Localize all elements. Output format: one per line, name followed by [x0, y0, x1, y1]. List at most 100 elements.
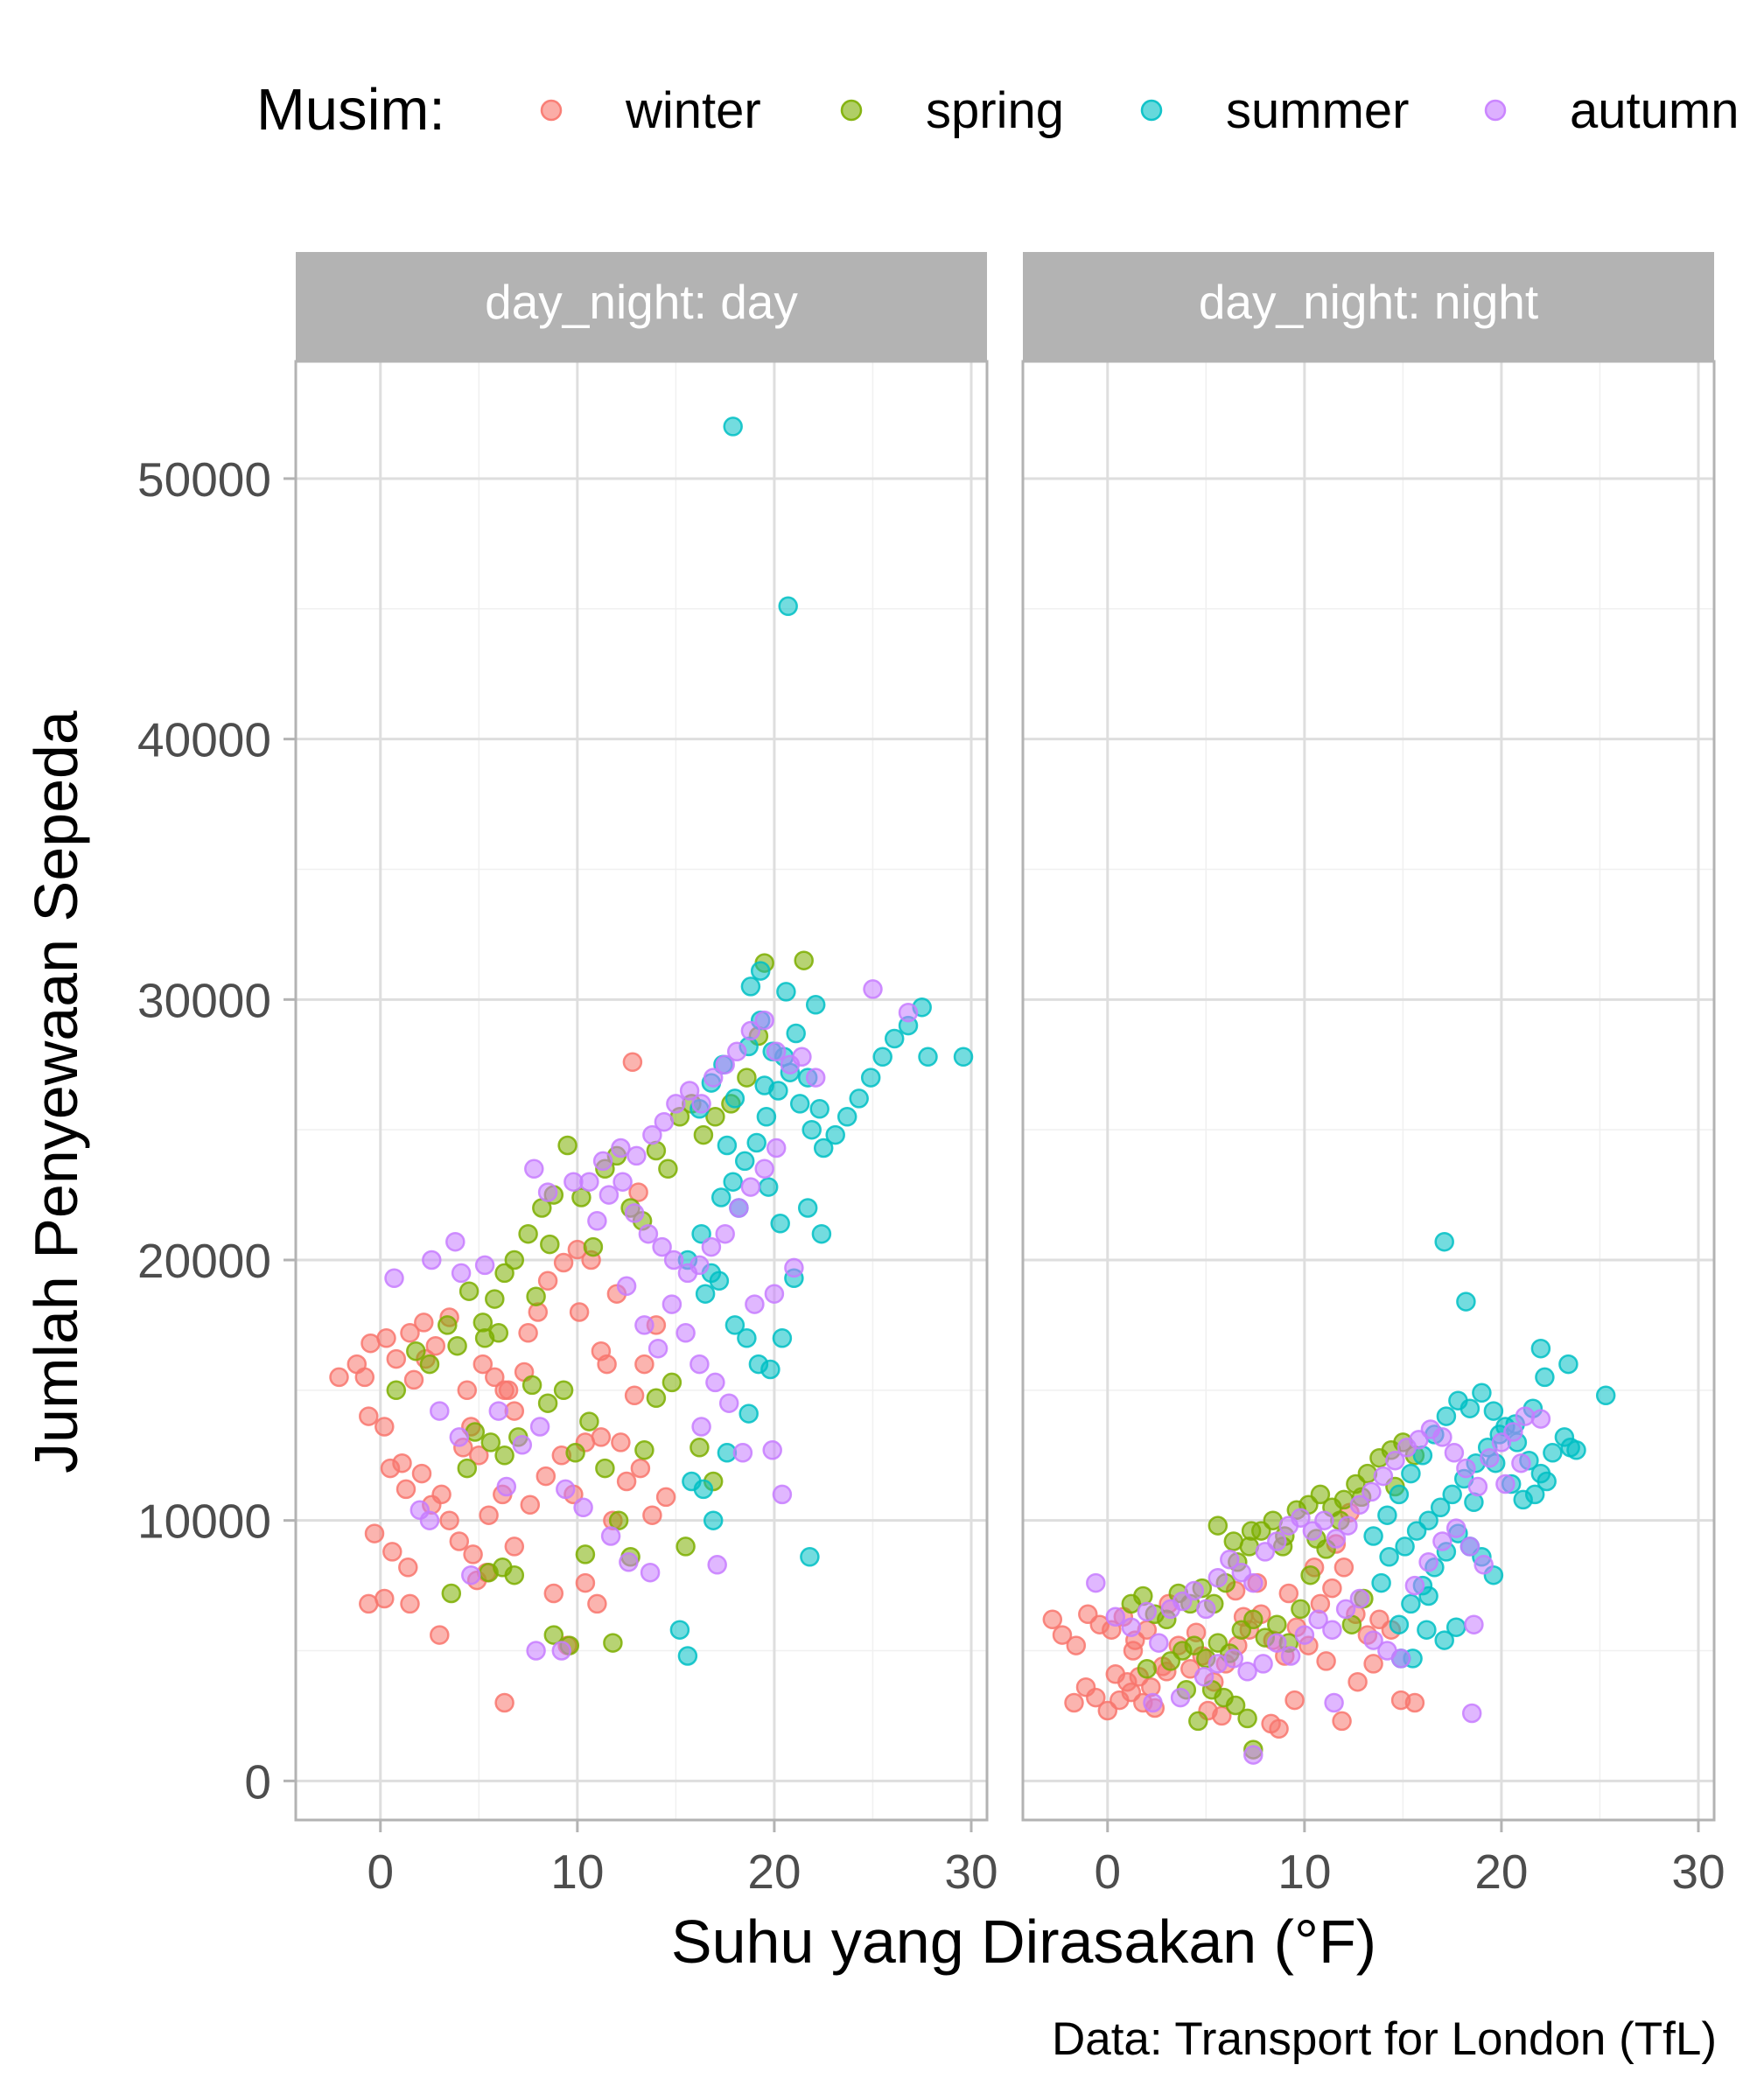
data-point [634, 1354, 654, 1375]
data-point [1530, 1338, 1551, 1359]
data-point [1349, 1588, 1370, 1609]
x-axis: 0 10 20 30 [1094, 1820, 1726, 1899]
data-point [461, 1564, 481, 1586]
y-tick-label: 10000 [137, 1494, 271, 1549]
data-point [723, 416, 743, 437]
data-point [488, 1323, 509, 1343]
data-point [595, 1458, 615, 1479]
x-tick-label: 0 [367, 1844, 394, 1899]
data-point [1278, 1583, 1299, 1604]
data-point [738, 1404, 759, 1424]
data-point [1373, 1466, 1394, 1487]
data-point [745, 1294, 765, 1314]
legend-label-summer: summer [1226, 82, 1409, 139]
points [329, 416, 974, 1713]
data-point [1184, 1635, 1205, 1656]
data-point [422, 1250, 442, 1270]
data-point [1338, 1516, 1358, 1536]
data-point [772, 1328, 793, 1348]
data-point [419, 1510, 440, 1530]
data-point [624, 1203, 645, 1223]
data-point [1291, 1599, 1311, 1620]
data-point [1322, 1578, 1342, 1599]
data-point [518, 1223, 538, 1244]
data-point [1243, 1572, 1264, 1593]
data-point [710, 1187, 732, 1208]
data-point [449, 1531, 470, 1551]
facet-panel-day: day_night: day 0 10 20 30 0 10000 20000 30000 400… [137, 252, 998, 1899]
data-point [754, 1075, 774, 1096]
data-point [1472, 1382, 1492, 1404]
data-point [786, 1023, 806, 1044]
strip-background [1023, 252, 1714, 361]
data-point [642, 1505, 662, 1525]
data-point [662, 1294, 682, 1314]
data-point [811, 1223, 832, 1244]
data-point [1332, 1711, 1352, 1732]
data-point [536, 1466, 556, 1487]
data-point [386, 1380, 407, 1401]
data-point [705, 1107, 725, 1127]
data-point [760, 1359, 780, 1380]
data-point [359, 1593, 379, 1614]
data-point [608, 1510, 629, 1530]
data-point [1503, 1422, 1523, 1442]
data-point [1137, 1601, 1158, 1622]
data-point [354, 1367, 375, 1388]
data-point [603, 1633, 623, 1653]
data-point [1196, 1599, 1216, 1620]
data-point [504, 1564, 525, 1586]
data-point [1560, 1438, 1580, 1458]
x-tick-label: 20 [1474, 1844, 1528, 1899]
data-point [398, 1558, 418, 1578]
data-point [1444, 1443, 1465, 1463]
data-point [676, 1536, 696, 1557]
data-point [756, 1107, 777, 1127]
data-point [557, 1135, 578, 1156]
data-point [642, 1124, 662, 1145]
data-point [1401, 1593, 1421, 1614]
data-point [1086, 1687, 1106, 1708]
series-autumn [1086, 1406, 1551, 1765]
data-point [640, 1562, 661, 1583]
data-point [386, 1348, 407, 1369]
data-point [1267, 1633, 1287, 1653]
data-point [724, 1088, 746, 1109]
data-point [496, 1476, 517, 1497]
data-point [1223, 1531, 1244, 1551]
strip-background [296, 252, 987, 361]
data-point [813, 1138, 834, 1158]
data-point [1208, 1516, 1228, 1536]
data-point [1294, 1625, 1315, 1645]
data-point [1300, 1564, 1320, 1586]
data-point [732, 1443, 753, 1463]
data-point [1267, 1531, 1287, 1551]
data-point [1461, 1703, 1482, 1724]
data-point [1480, 1447, 1500, 1468]
legend-item-autumn: autumn [1484, 82, 1739, 139]
data-point [626, 1145, 647, 1166]
data-point [406, 1340, 426, 1362]
data-point [579, 1411, 599, 1432]
data-point [1137, 1659, 1158, 1679]
data-point [953, 1046, 974, 1068]
data-point [1052, 1625, 1073, 1645]
x-axis-title: Suhu yang Dirasakan (°F) [671, 1908, 1376, 1976]
data-point [630, 1458, 651, 1479]
data-point [1401, 1463, 1421, 1484]
data-point [457, 1458, 478, 1479]
data-point [1377, 1505, 1397, 1525]
data-point [654, 1111, 675, 1132]
data-point [1310, 1484, 1331, 1505]
data-point [737, 1328, 757, 1348]
y-tick-label: 30000 [137, 973, 271, 1027]
data-point [400, 1323, 420, 1343]
data-point [723, 1172, 743, 1192]
data-point [1390, 1648, 1411, 1669]
data-point [836, 1107, 858, 1127]
data-point [715, 1223, 735, 1244]
data-point [789, 1094, 810, 1114]
data-point [616, 1471, 637, 1492]
data-point [624, 1385, 645, 1406]
data-point [1511, 1452, 1531, 1474]
